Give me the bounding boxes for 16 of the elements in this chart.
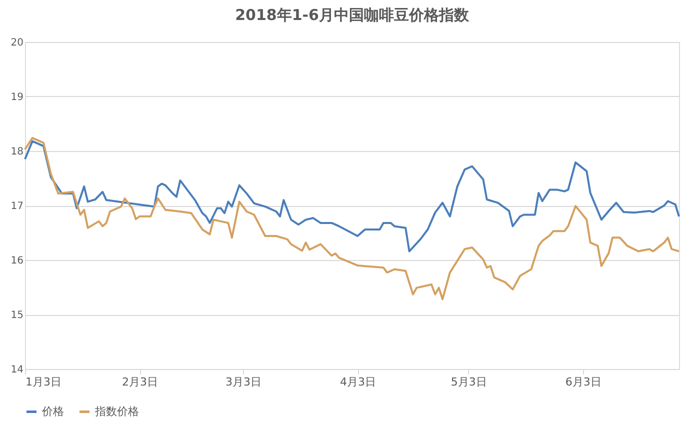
x-tick-label: 6月3日 (565, 376, 602, 388)
x-tick-label: 3月3日 (226, 376, 262, 388)
y-tick-label: 20 (10, 38, 24, 48)
x-tick-label: 5月3日 (450, 376, 487, 388)
legend-label: 价格 (41, 404, 64, 418)
y-tick-label: 18 (10, 146, 24, 158)
y-tick-label: 14 (10, 364, 24, 376)
y-tick-label: 17 (10, 201, 24, 212)
x-tick-label: 4月3日 (340, 376, 376, 388)
x-tick-label: 2月3日 (122, 376, 158, 388)
legend-label: 指数价格 (94, 404, 139, 418)
y-tick-label: 16 (10, 256, 24, 266)
x-tick-label: 1月3日 (26, 376, 62, 388)
y-tick-label: 19 (10, 92, 24, 103)
chart-title: 2018年1-6月中国咖啡豆价格指数 (235, 6, 470, 24)
y-tick-label: 15 (10, 310, 24, 321)
